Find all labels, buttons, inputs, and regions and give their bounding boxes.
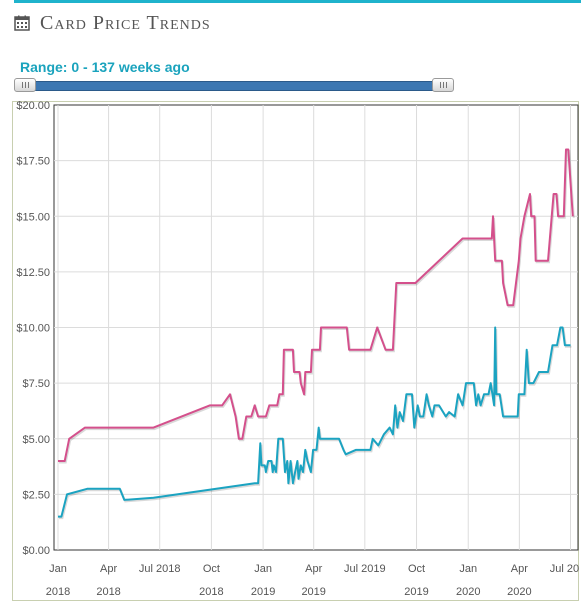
y-tick-label: $20.00 <box>16 101 50 112</box>
x-tick-label: Jan <box>459 563 477 575</box>
x-tick-label: Jul 2019 <box>344 563 386 575</box>
x-tick-label: Oct <box>203 563 220 575</box>
y-tick-label: $10.00 <box>16 323 50 335</box>
calendar-icon <box>14 15 30 31</box>
y-tick-label: $5.00 <box>22 434 50 446</box>
x-tick-label-year: 2018 <box>96 586 120 598</box>
x-tick-label: Apr <box>100 563 117 575</box>
slider-handle-start[interactable] <box>14 78 36 92</box>
page-title: Card Price Trends <box>40 11 211 34</box>
slider-track[interactable] <box>19 81 451 91</box>
x-tick-label-year: 2018 <box>199 586 223 598</box>
section-header: Card Price Trends <box>14 10 211 36</box>
y-tick-label: $2.50 <box>22 489 50 501</box>
y-tick-label: $15.00 <box>16 211 50 223</box>
x-tick-label-year: 2020 <box>507 586 531 598</box>
x-tick-label: Oct <box>408 563 425 575</box>
y-tick-label: $12.50 <box>16 267 50 279</box>
slider-handle-end[interactable] <box>432 78 454 92</box>
x-tick-label-year: 2020 <box>456 586 480 598</box>
x-tick-label: Jul 2018 <box>139 563 181 575</box>
series-line-1 <box>58 326 571 518</box>
y-tick-label: $0.00 <box>22 545 50 557</box>
range-slider[interactable] <box>14 78 456 92</box>
y-tick-label: $7.50 <box>22 378 50 390</box>
x-tick-label-year: 2019 <box>301 586 325 598</box>
series-line-0 <box>58 148 574 462</box>
price-chart-svg: $0.00 $2.50 $5.00 $7.50 $10.00 $12.50 $15.00 $1… <box>12 100 581 601</box>
y-tick-label: $17.50 <box>16 156 50 168</box>
x-tick-label: Jan <box>49 563 67 575</box>
x-tick-label-year: 2018 <box>46 586 70 598</box>
range-label: Range: 0 - 137 weeks ago <box>20 59 190 75</box>
x-tick-label: Apr <box>305 563 322 575</box>
x-tick-label: Jul 2020 <box>550 563 579 575</box>
price-chart: $0.00 $2.50 $5.00 $7.50 $10.00 $12.50 $15.00 $1… <box>12 100 581 601</box>
x-tick-label: Apr <box>511 563 528 575</box>
x-tick-label-year: 2019 <box>404 586 428 598</box>
top-accent-bar <box>14 0 581 3</box>
x-tick-label-year: 2019 <box>251 586 275 598</box>
x-tick-label: Jan <box>254 563 272 575</box>
